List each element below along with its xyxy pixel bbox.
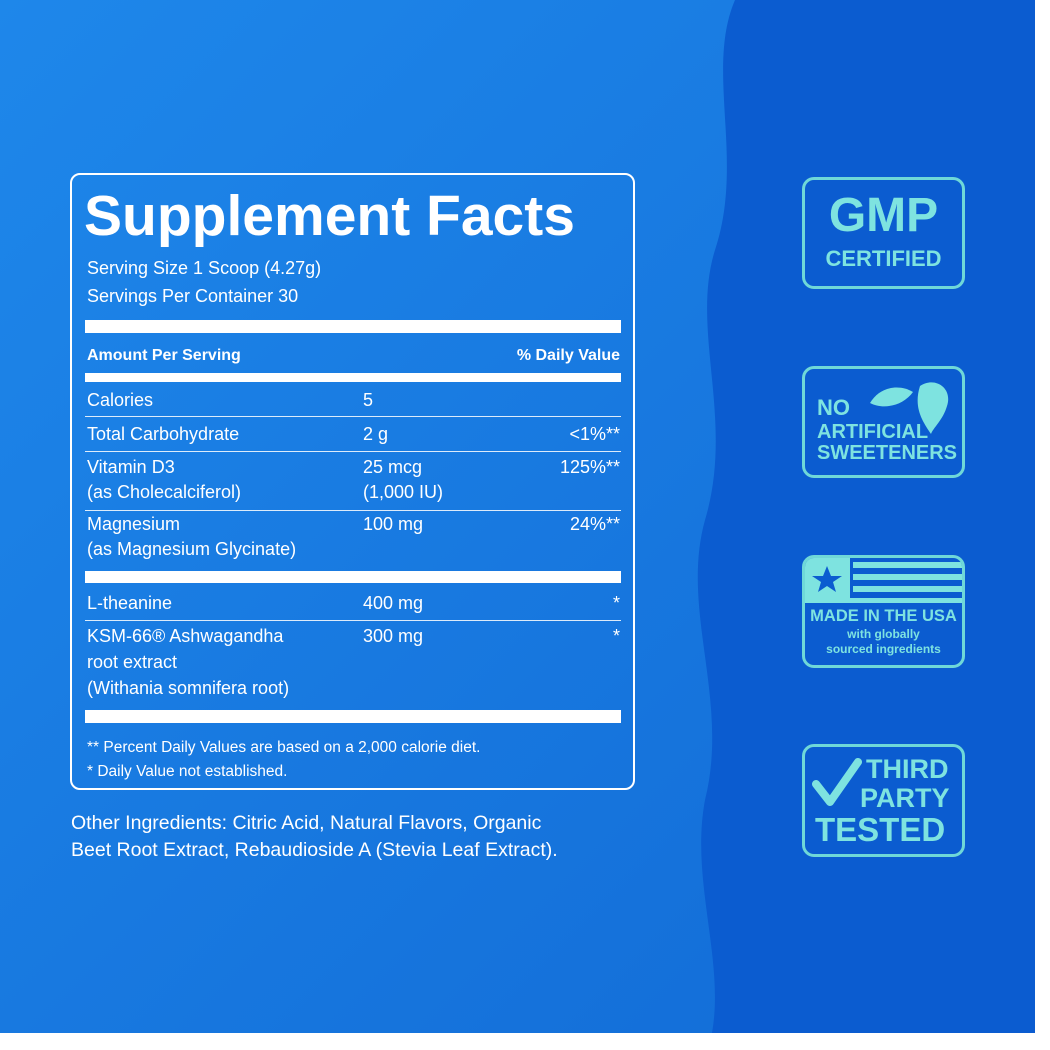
amount: 400 mg [363, 593, 424, 613]
amount: 100 mg [363, 514, 424, 534]
badge-text: GMP [828, 189, 939, 242]
badge-text: MADE IN THE USA [810, 607, 957, 625]
check-icon [812, 758, 862, 806]
badge [802, 555, 965, 668]
amount: (1,000 IU) [363, 482, 444, 502]
daily-value: * [612, 626, 620, 646]
rule [85, 710, 621, 723]
amount: 5 [363, 390, 374, 410]
daily-value: 24%** [569, 514, 620, 534]
badge-text: PARTY [860, 783, 950, 813]
nutrient: Magnesium [87, 514, 181, 534]
badge-text: SWEETENERS [817, 442, 958, 464]
header-amount: Amount Per Serving [87, 347, 241, 364]
badge [802, 366, 965, 478]
rule [85, 451, 621, 452]
rule [85, 416, 621, 417]
amount: 300 mg [363, 626, 424, 646]
nutrient: (Withania somnifera root) [87, 678, 290, 698]
badge-text: NO [817, 395, 850, 420]
footnote: * Daily Value not established. [87, 763, 288, 780]
amount: 25 mcg [363, 457, 423, 477]
nutrient: KSM-66® Ashwagandha [87, 626, 284, 646]
rule [85, 571, 621, 583]
flag-icon [805, 558, 962, 603]
rule [85, 620, 621, 621]
product-image: Supplement Facts Serving Size 1 Scoop (4… [0, 0, 1035, 1033]
header-dv: % Daily Value [516, 347, 620, 364]
nutrient: (as Magnesium Glycinate) [87, 539, 297, 559]
nutrient: (as Cholecalciferol) [87, 482, 242, 502]
badge-text: sourced ingredients [826, 642, 941, 656]
nutrient: Total Carbohydrate [87, 424, 240, 444]
badge-text: TESTED [815, 811, 946, 848]
badge-text: CERTIFIED [825, 246, 942, 271]
daily-value: * [612, 593, 620, 613]
leaf-icon [870, 382, 949, 434]
rule [85, 373, 621, 382]
nutrient: L-theanine [87, 593, 173, 613]
nutrient: root extract [87, 652, 178, 672]
badge-text: with globally [847, 627, 920, 641]
badge-text: ARTIFICIAL [817, 421, 929, 443]
footnote: ** Percent Daily Values are based on a 2… [87, 739, 481, 756]
servings: Servings Per Container 30 [87, 286, 299, 306]
facts-border [70, 173, 635, 790]
badge [802, 744, 965, 857]
rule [85, 510, 621, 511]
other-ingredients: Other Ingredients: Citric Acid, Natural … [71, 812, 542, 834]
rule [85, 320, 621, 333]
background [0, 0, 1035, 1033]
daily-value: <1%** [569, 424, 620, 444]
badge [802, 177, 965, 289]
nutrient: Calories [87, 390, 154, 410]
daily-value: 125%** [559, 457, 620, 477]
other-ingredients: Beet Root Extract, Rebaudioside A (Stevi… [71, 839, 558, 861]
serving-size: Serving Size 1 Scoop (4.27g) [87, 258, 322, 278]
nutrient: Vitamin D3 [87, 457, 175, 477]
badge-text: THIRD [866, 754, 949, 784]
title: Supplement Facts [84, 184, 575, 248]
amount: 2 g [363, 424, 389, 444]
